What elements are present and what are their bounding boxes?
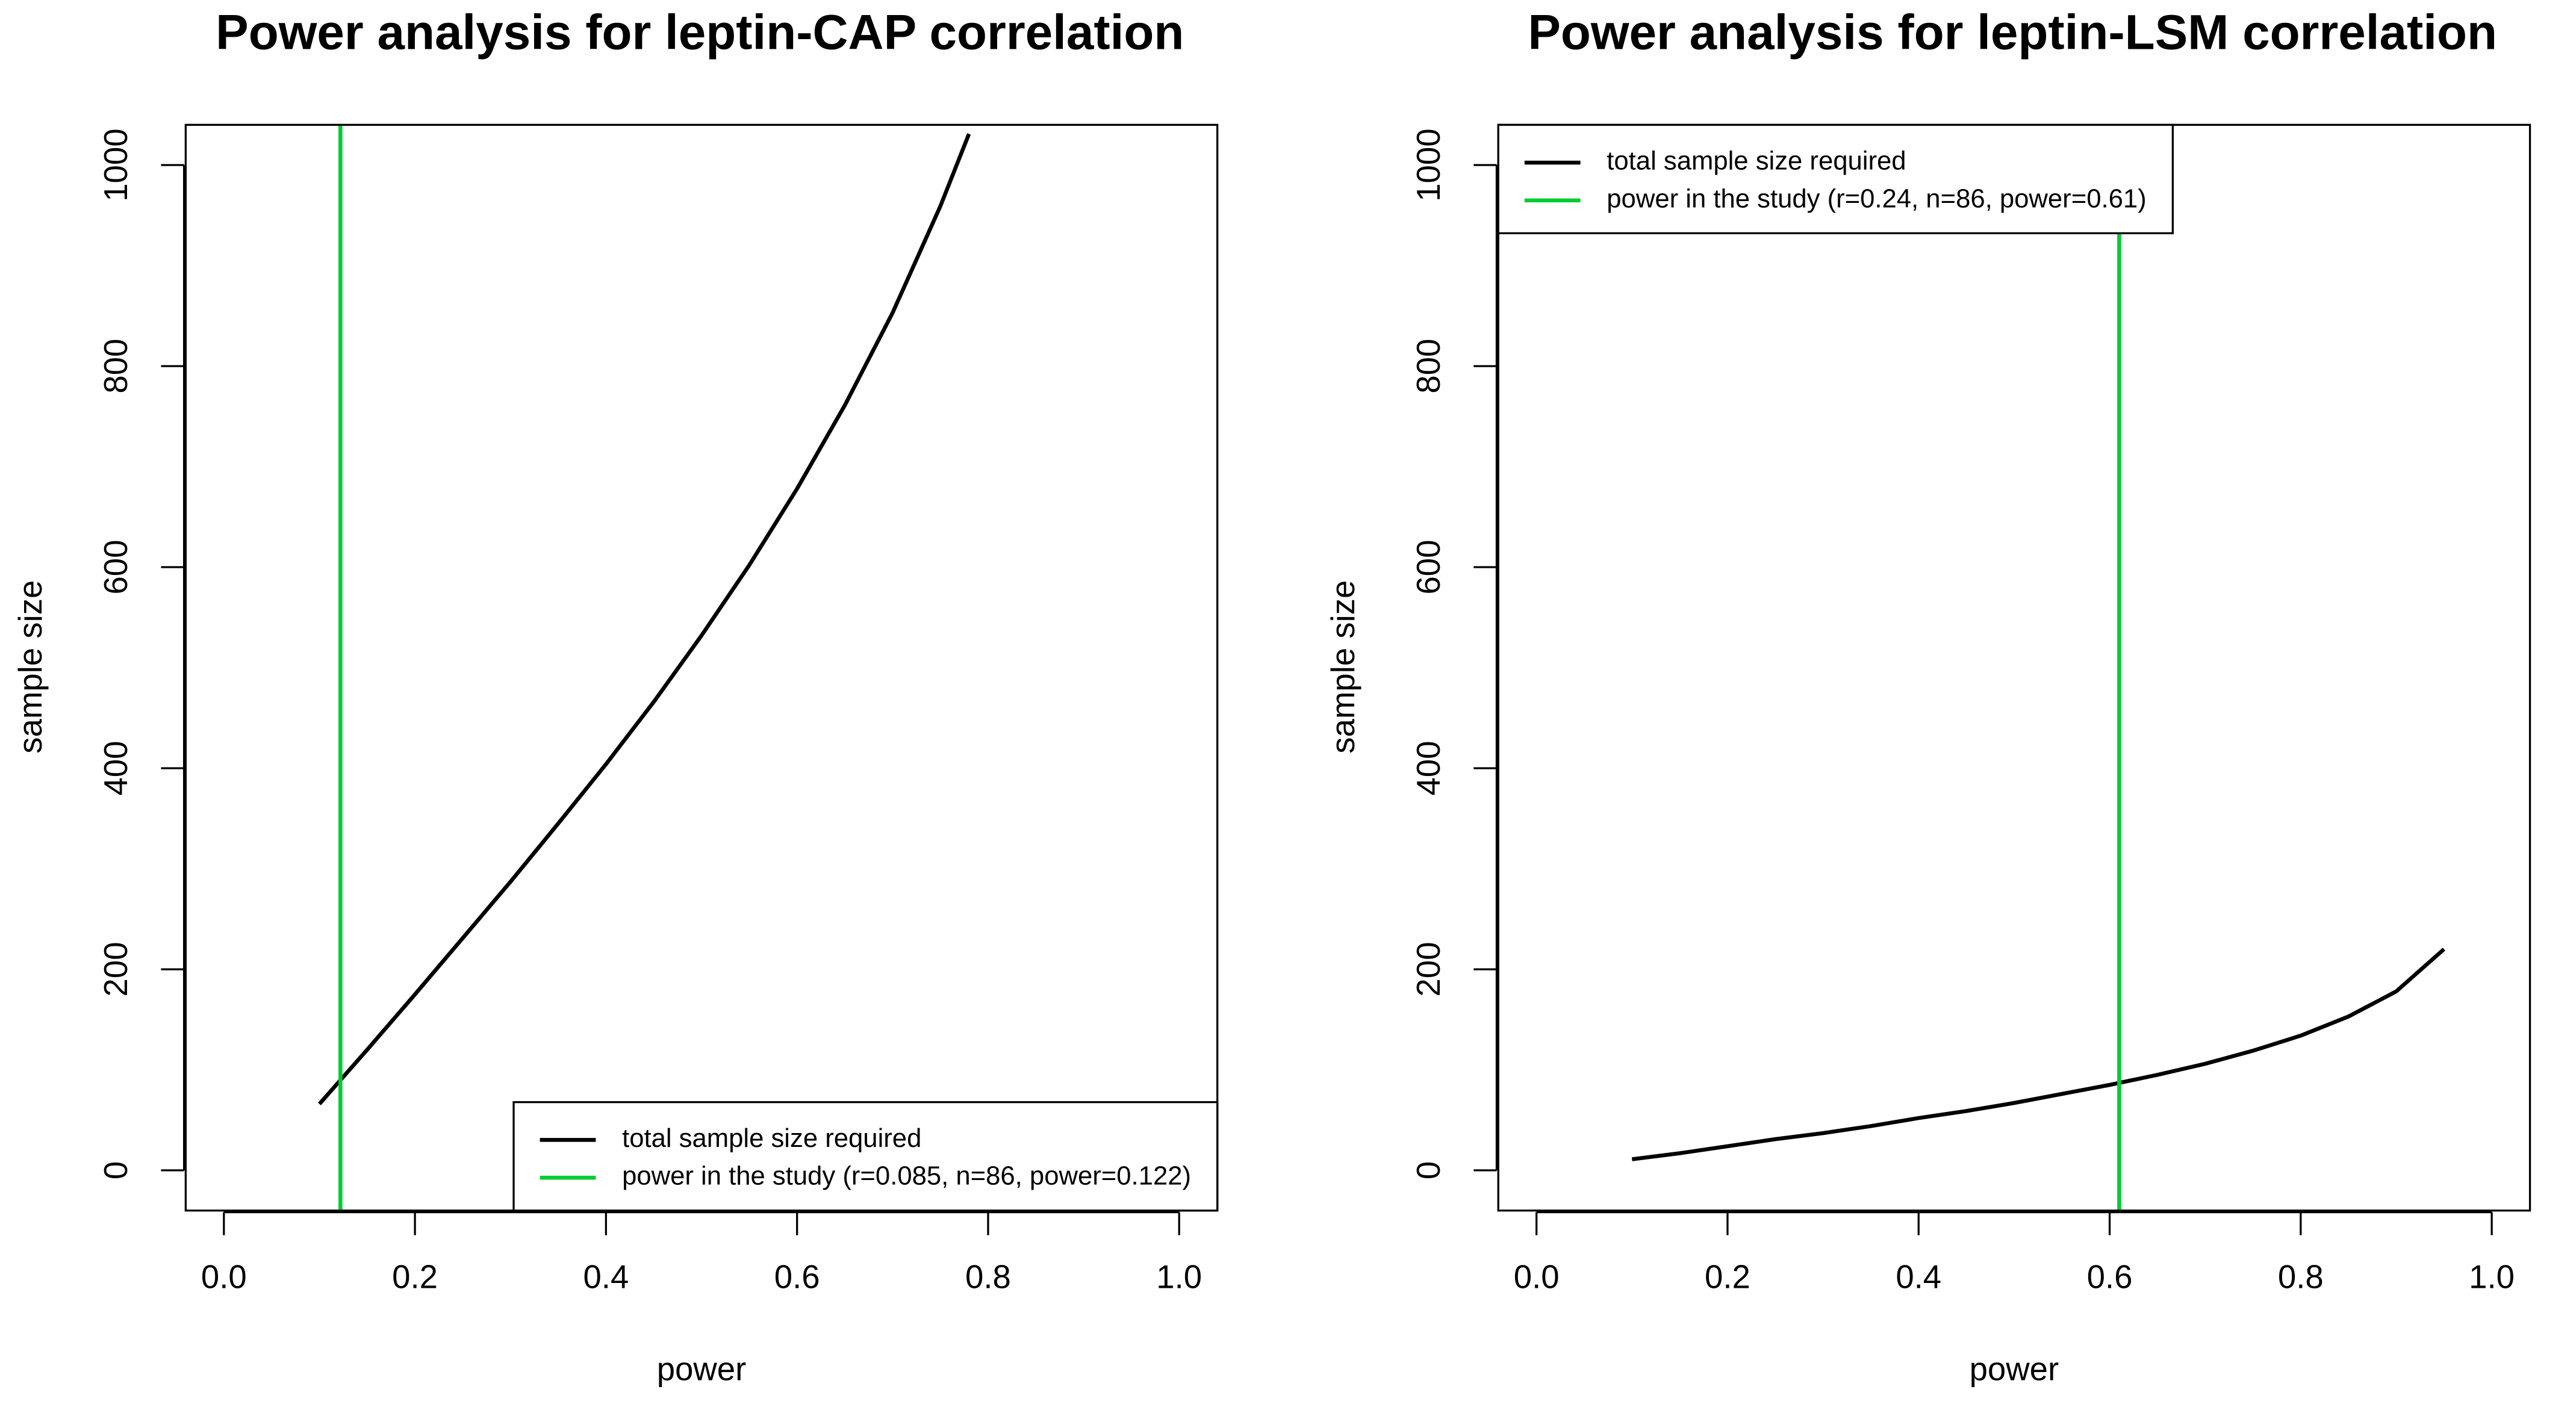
legend-label: power in the study (r=0.24, n=86, power=…: [1607, 184, 2146, 213]
y-tick-label: 600: [98, 540, 134, 595]
x-tick-label: 1.0: [2469, 1259, 2515, 1296]
y-tick-label: 600: [1410, 540, 1447, 595]
legend-label: total sample size required: [622, 1123, 921, 1153]
x-tick-label: 0.4: [583, 1259, 629, 1296]
plot-area: [318, 125, 971, 1211]
y-tick-label: 800: [98, 339, 134, 394]
x-tick-label: 0.8: [2278, 1259, 2324, 1296]
y-tick-label: 800: [1410, 339, 1447, 394]
x-tick-label: 0.6: [2087, 1259, 2133, 1296]
chart-title: Power analysis for leptin-LSM correlatio…: [1528, 5, 2497, 60]
y-tick-label: 400: [98, 741, 134, 795]
panel: Power analysis for leptin-LSM correlatio…: [1325, 5, 2531, 1387]
y-tick-label: 1000: [98, 128, 134, 201]
legend: total sample size required power in the s…: [512, 1101, 1219, 1212]
y-tick-label: 200: [1410, 942, 1447, 996]
data-line: [1631, 948, 2445, 1161]
x-tick-label: 0.6: [774, 1259, 820, 1296]
y-tick-label: 400: [1410, 741, 1447, 795]
x-tick-label: 1.0: [1156, 1259, 1202, 1296]
x-axis-label: power: [657, 1350, 747, 1387]
panel: Power analysis for leptin-CAP correlatio…: [12, 5, 1219, 1387]
legend-label: power in the study (r=0.085, n=86, power…: [622, 1161, 1191, 1191]
y-axis-label: sample size: [12, 580, 49, 754]
plot-frame: [1497, 123, 2531, 1212]
legend: total sample size required power in the s…: [1497, 123, 2174, 235]
x-tick-label: 0.4: [1896, 1259, 1941, 1296]
plot-area: [1631, 125, 2445, 1211]
y-tick-label: 200: [98, 942, 134, 996]
x-tick-label: 0.0: [1514, 1259, 1560, 1296]
y-tick-label: 0: [98, 1161, 134, 1179]
x-tick-label: 0.2: [1705, 1259, 1750, 1296]
x-tick-label: 0.8: [965, 1259, 1011, 1296]
y-tick-label: 0: [1410, 1161, 1447, 1179]
y-axis-label: sample size: [1325, 580, 1361, 754]
chart-title: Power analysis for leptin-CAP correlatio…: [216, 5, 1184, 60]
x-tick-label: 0.0: [201, 1259, 247, 1296]
legend-box: [1497, 123, 2174, 235]
y-tick-label: 1000: [1410, 128, 1447, 201]
legend-box: [512, 1101, 1219, 1212]
legend-label: total sample size required: [1607, 146, 1906, 176]
x-tick-label: 0.2: [392, 1259, 438, 1296]
data-line: [318, 133, 971, 1105]
x-axis-label: power: [1970, 1350, 2059, 1387]
